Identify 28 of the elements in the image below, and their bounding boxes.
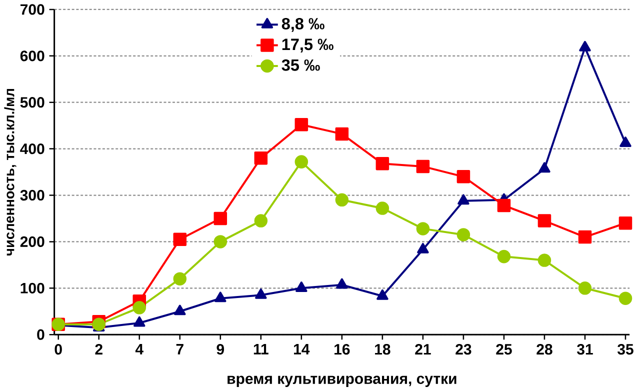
x-tick-label: 7 (176, 344, 184, 354)
y-axis-title: численность, тыс.кл./мл (4, 88, 16, 256)
x-tick-label: 9 (216, 344, 224, 355)
x-tick-label: 18 (375, 344, 390, 355)
y-tick-label: 400 (20, 143, 44, 154)
x-tick-label: 28 (536, 344, 552, 355)
x-tick-label: 14 (294, 344, 310, 354)
x-tick-label: 23 (456, 344, 472, 355)
x-tick-label: 2 (95, 344, 102, 354)
y-tick-label: 200 (20, 236, 44, 247)
x-tick-label: 31 (576, 344, 593, 355)
x-tick-label: 25 (496, 344, 512, 355)
y-tick-label: 500 (20, 96, 44, 108)
legend-label: 35 ‰ (282, 59, 320, 71)
x-tick-label: 0 (54, 344, 62, 355)
x-axis-title: время культивирования, сутки (228, 376, 456, 387)
y-tick-label: 600 (20, 50, 44, 62)
x-tick-label: 16 (334, 344, 350, 355)
x-tick-label: 21 (415, 344, 431, 354)
x-tick-label: 4 (135, 344, 144, 354)
y-tick-label: 700 (20, 4, 44, 15)
y-tick-label: 100 (20, 282, 44, 294)
y-tick-label: 0 (37, 329, 44, 340)
legend-label: 8,8 ‰ (282, 18, 324, 32)
x-tick-label: 11 (254, 344, 268, 354)
legend-label: 17,5 ‰ (282, 38, 334, 52)
x-tick-label: 35 (617, 344, 634, 355)
y-tick-label: 300 (20, 190, 44, 201)
